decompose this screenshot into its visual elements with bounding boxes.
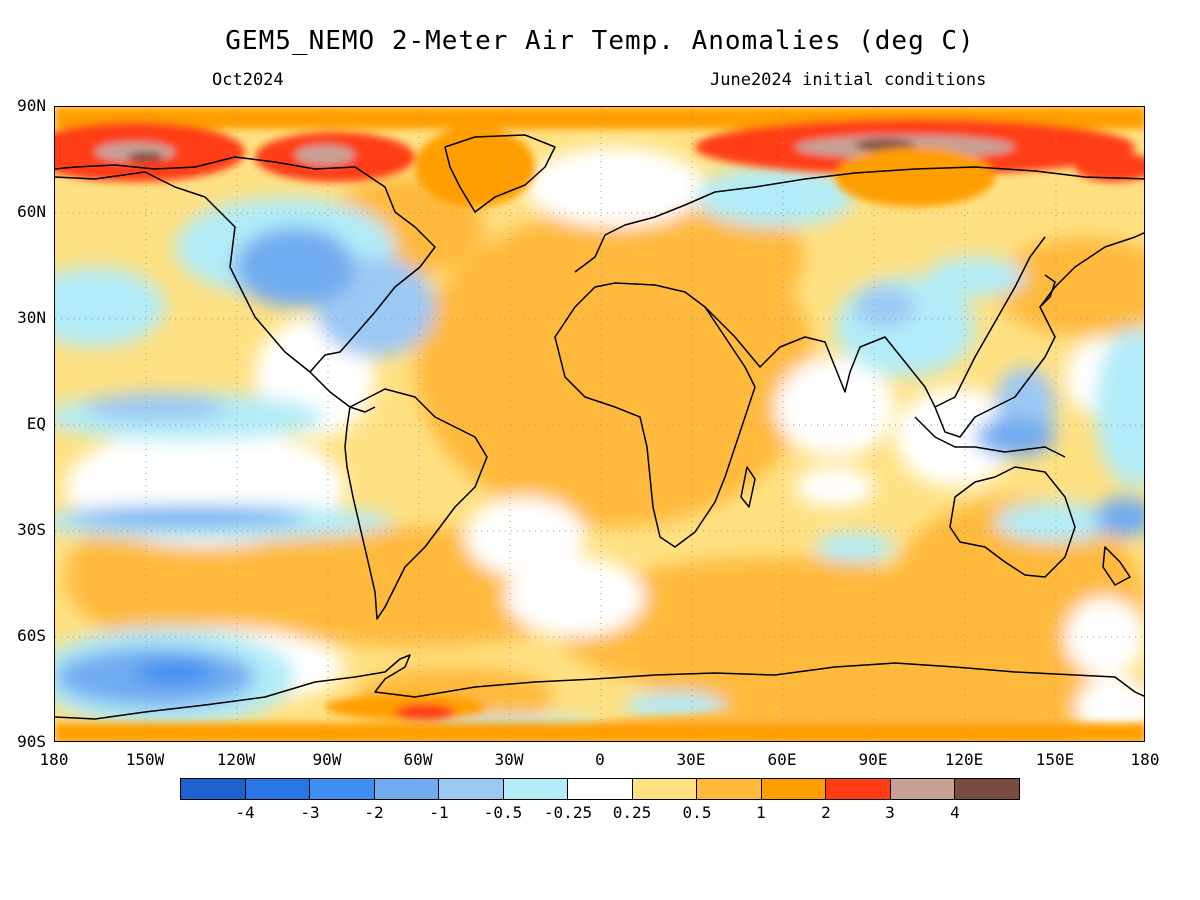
- coast-east-asia: [934, 232, 1144, 438]
- anomaly-extremes: [55, 107, 1144, 741]
- coast-antarctica: [55, 654, 1144, 720]
- coast-madagascar: [740, 466, 756, 508]
- lon-label-0: 0: [595, 750, 605, 769]
- colorbar-cell: [955, 779, 1019, 799]
- coast-japan: [1039, 274, 1056, 308]
- lon-label-150w: 150W: [125, 750, 165, 769]
- coast-arabia-india: [704, 236, 1046, 408]
- coast-south-america: [344, 388, 488, 620]
- lat-label-60s: 60S: [17, 626, 46, 645]
- colorbar-label: -1: [429, 803, 449, 822]
- coast-australia: [949, 466, 1076, 578]
- colorbar-cell: [503, 779, 569, 799]
- colorbar-label: -4: [235, 803, 255, 822]
- lon-label-60e: 60E: [767, 750, 797, 769]
- colorbar: [180, 778, 1020, 800]
- forecast-month-label: Oct2024: [212, 70, 284, 90]
- colorbar-cell: [697, 779, 762, 799]
- lon-label-180e: 180: [1130, 750, 1160, 769]
- colorbar-cell: [374, 779, 440, 799]
- lon-label-180w: 180: [39, 750, 69, 769]
- colorbar-cell: [890, 779, 956, 799]
- lon-label-30e: 30E: [676, 750, 706, 769]
- colorbar-cell: [245, 779, 311, 799]
- lat-label-60n: 60N: [17, 202, 46, 221]
- colorbar-cell: [181, 779, 246, 799]
- colorbar-label: 0.5: [682, 803, 712, 822]
- coast-indonesia: [914, 416, 1066, 458]
- colorbar-cell: [761, 779, 827, 799]
- colorbar-label: 4: [950, 803, 960, 822]
- colorbar-label: -0.25: [543, 803, 593, 822]
- coast-north-america: [55, 156, 436, 373]
- coast-greenland: [444, 134, 556, 213]
- colorbar-label: -0.5: [483, 803, 523, 822]
- colorbar-label: -2: [364, 803, 384, 822]
- lon-label-60w: 60W: [403, 750, 433, 769]
- colorbar-cell: [632, 779, 698, 799]
- lat-label-90n: 90N: [17, 96, 46, 115]
- coast-africa: [554, 282, 756, 548]
- lon-label-90w: 90W: [312, 750, 342, 769]
- colorbar-cell: [826, 779, 891, 799]
- colorbar-label: 1: [756, 803, 766, 822]
- lon-label-120e: 120E: [944, 750, 984, 769]
- lat-label-30n: 30N: [17, 308, 46, 327]
- lon-label-30w: 30W: [494, 750, 524, 769]
- lat-label-eq: EQ: [26, 414, 46, 433]
- lon-label-120w: 120W: [216, 750, 256, 769]
- coastlines: [55, 134, 1144, 720]
- coast-new-zealand: [1102, 546, 1131, 586]
- colorbar-cell: [439, 779, 504, 799]
- colorbar-label: 3: [885, 803, 895, 822]
- map-title: GEM5_NEMO 2-Meter Air Temp. Anomalies (d…: [225, 26, 975, 56]
- anomaly-map-svg: [55, 107, 1144, 741]
- initial-conditions-label: June2024 initial conditions: [710, 70, 987, 90]
- lon-label-150e: 150E: [1035, 750, 1075, 769]
- colorbar-label: 2: [821, 803, 831, 822]
- anomaly-map: [54, 106, 1145, 742]
- lat-label-30s: 30S: [17, 520, 46, 539]
- colorbar-label: 0.25: [612, 803, 652, 822]
- lat-label-90s: 90S: [17, 732, 46, 751]
- coast-europe: [574, 166, 1144, 273]
- colorbar-cell: [568, 779, 633, 799]
- colorbar-cell: [310, 779, 375, 799]
- graticule: [55, 107, 1144, 741]
- lon-label-90e: 90E: [858, 750, 888, 769]
- colorbar-label: -3: [300, 803, 320, 822]
